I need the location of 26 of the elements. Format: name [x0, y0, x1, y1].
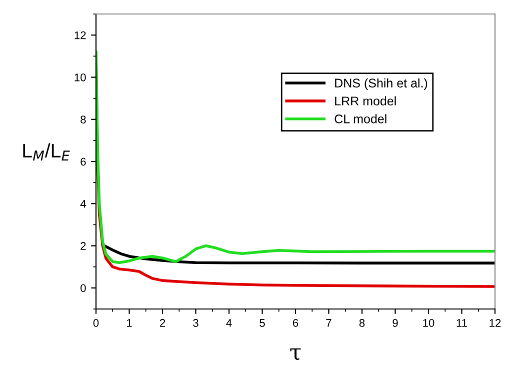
x-tick-label: 12 — [490, 319, 501, 327]
y-axis-title: L$_{M}$/L$_{E}$ — [23, 143, 70, 161]
y-tick-label: 6 — [80, 158, 86, 166]
x-tick-label: 1 — [127, 319, 132, 327]
y-tick-label: 0 — [80, 284, 86, 292]
x-axis-title: τ — [290, 348, 301, 360]
line-series — [102, 244, 495, 264]
x-tick-label: 8 — [359, 319, 365, 327]
x-tick-label: 4 — [226, 319, 232, 327]
legend-label: LRR model — [335, 96, 396, 106]
y-tick-label: 2 — [80, 242, 86, 250]
x-tick-label: 9 — [392, 319, 398, 327]
x-tick-label: 2 — [160, 319, 166, 327]
x-tick-label: 3 — [193, 319, 198, 327]
y-tick-label: 4 — [80, 200, 86, 208]
y-tick-label: 10 — [74, 73, 86, 82]
x-tick-label: 0 — [93, 319, 99, 327]
x-tick-label: 6 — [292, 319, 298, 327]
x-tick-label: 11 — [456, 319, 467, 327]
x-tick-label: 5 — [260, 319, 265, 327]
y-tick-label: 12 — [74, 31, 86, 40]
legend-label: CL model — [334, 114, 386, 124]
x-tick-label: 10 — [423, 319, 434, 327]
y-tick-label: 8 — [80, 116, 86, 124]
legend-label: DNS (Shih et al.) — [335, 78, 428, 90]
x-tick-label: 7 — [326, 319, 332, 327]
